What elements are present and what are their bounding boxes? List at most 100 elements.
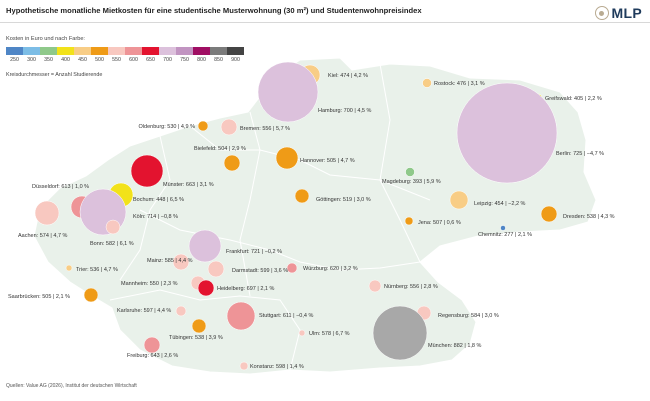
legend-swatch <box>74 47 91 55</box>
city-bubble-bremen <box>220 118 238 136</box>
city-label-karlsruhe: Karlsruhe: 597 | 4,4 % <box>117 308 171 314</box>
city-label-bielefeld: Bielefeld: 504 | 2,9 % <box>194 146 246 152</box>
legend-tick-label: 350 <box>44 57 53 63</box>
legend-swatch <box>159 47 176 55</box>
legend-tick-label: 500 <box>95 57 104 63</box>
legend-swatch <box>125 47 142 55</box>
state-border <box>139 209 421 271</box>
legend-tick-label: 750 <box>180 57 189 63</box>
legend-size-note: Kreisdurchmesser = Anzahl Studierende <box>6 72 103 78</box>
city-label-münchen: München: 882 | 1,8 % <box>428 343 482 349</box>
legend-swatch <box>210 47 227 55</box>
city-bubble-konstanz <box>239 361 249 371</box>
city-bubble-bonn <box>105 219 121 235</box>
city-label-rostock: Rostock: 476 | 3,1 % <box>434 81 485 87</box>
page-title: Hypothetische monatliche Mietkosten für … <box>6 6 422 15</box>
city-bubble-würzburg <box>286 262 298 274</box>
legend-swatch <box>142 47 159 55</box>
legend-tick-label: 250 <box>10 57 19 63</box>
logo-text: MLP <box>611 5 642 21</box>
city-label-greifswald: Greifswald: 405 | 2,2 % <box>545 96 602 102</box>
legend-color-scale <box>6 47 244 55</box>
city-label-darmstadt: Darmstadt: 599 | 3,6 % <box>232 268 288 274</box>
city-bubble-hannover <box>275 146 299 170</box>
city-label-bonn: Bonn: 582 | 6,1 % <box>90 241 134 247</box>
legend-tick-label: 700 <box>163 57 172 63</box>
city-label-jena: Jena: 507 | 0,6 % <box>418 220 461 226</box>
city-label-bochum: Bochum: 448 | 6,5 % <box>133 197 184 203</box>
city-bubble-saarbrücken <box>83 287 99 303</box>
legend-tick-label: 650 <box>146 57 155 63</box>
city-label-köln: Köln: 714 | −0,8 % <box>133 214 178 220</box>
legend-swatch <box>227 47 244 55</box>
city-label-aachen: Aachen: 574 | 4,7 % <box>18 233 68 239</box>
legend-swatch <box>176 47 193 55</box>
city-label-regensburg: Regensburg: 584 | 3,0 % <box>438 313 499 319</box>
city-label-nürnberg: Nürnberg: 556 | 2,8 % <box>384 284 438 290</box>
legend-swatch <box>57 47 74 55</box>
logo-mark-icon <box>594 6 609 20</box>
legend-tick-label: 300 <box>27 57 36 63</box>
city-labels: Kiel: 474 | 4,2 % Rostock: 476 | 3,1 % Gre… <box>8 73 615 370</box>
germany-land <box>33 57 597 375</box>
divider <box>0 22 650 23</box>
city-bubble-tübingen <box>191 318 207 334</box>
city-bubble-nürnberg <box>368 279 382 293</box>
city-label-leipzig: Leipzig: 454 | −2,2 % <box>474 201 526 207</box>
legend-swatch <box>108 47 125 55</box>
logo: MLP <box>594 4 642 22</box>
legend-color-label: Kosten in Euro und nach Farbe: <box>6 36 85 42</box>
city-label-würzburg: Würzburg: 620 | 3,2 % <box>303 266 358 272</box>
city-label-göttingen: Göttingen: 519 | 3,0 % <box>316 197 371 203</box>
city-label-trier: Trier: 536 | 4,7 % <box>76 267 118 273</box>
city-bubble-bielefeld <box>223 154 241 172</box>
city-bubble-stuttgart <box>226 301 256 331</box>
city-bubble-heidelberg <box>197 279 215 297</box>
city-label-heidelberg: Heidelberg: 697 | 2,1 % <box>217 286 274 292</box>
city-label-dresden: Dresden: 538 | 4,3 % <box>563 214 615 220</box>
city-label-bremen: Bremen: 556 | 5,7 % <box>240 126 290 132</box>
city-bubble-aachen <box>34 200 60 226</box>
city-bubble-leipzig <box>449 190 469 210</box>
city-bubble-göttingen <box>294 188 310 204</box>
state-border <box>109 289 301 371</box>
legend-tick-label: 450 <box>78 57 87 63</box>
source-note: Quellen: Value AG (2026), Institut der d… <box>6 383 137 389</box>
legend-swatch <box>6 47 23 55</box>
city-bubble-darmstadt <box>207 260 225 278</box>
city-bubble-magdeburg <box>405 167 415 177</box>
legend-tick-labels: 250 300 350 400 450 500 550 600 650 700 750 800 850 9… <box>6 57 244 63</box>
city-bubble-freiburg <box>143 336 161 354</box>
state-border <box>119 135 171 281</box>
legend-tick-label: 550 <box>112 57 121 63</box>
city-label-ulm: Ulm: 578 | 6,7 % <box>309 331 350 337</box>
city-bubble-jena <box>404 216 414 226</box>
city-label-hannover: Hannover: 505 | 4,7 % <box>300 158 355 164</box>
state-border <box>239 111 261 297</box>
city-label-freiburg: Freiburg: 643 | 2,6 % <box>127 353 178 359</box>
germany-outline <box>33 57 597 375</box>
city-bubble-oldenburg <box>197 120 209 132</box>
city-label-oldenburg: Oldenburg: 530 | 4,9 % <box>139 124 196 130</box>
city-bubble-mainz <box>172 253 190 271</box>
state-border <box>379 63 421 263</box>
legend-tick-label: 800 <box>197 57 206 63</box>
city-label-saarbrücken: Saarbrücken: 505 | 2,1 % <box>8 294 70 300</box>
city-label-konstanz: Konstanz: 598 | 1,4 % <box>250 364 304 370</box>
city-label-kiel: Kiel: 474 | 4,2 % <box>328 73 368 79</box>
legend-tick-label: 600 <box>129 57 138 63</box>
legend-swatch <box>193 47 210 55</box>
city-bubble-hamburg <box>257 61 319 123</box>
city-bubble-rostock <box>422 78 432 88</box>
city-label-stuttgart: Stuttgart: 611 | −0,4 % <box>259 313 313 319</box>
city-bubble-berlin <box>456 82 558 184</box>
city-bubble-dresden <box>540 205 558 223</box>
city-bubble-ulm <box>298 329 306 337</box>
city-label-mannheim: Mannheim: 550 | 2,3 % <box>121 281 178 287</box>
legend-tick-label: 400 <box>61 57 70 63</box>
city-bubble-chemnitz <box>500 225 506 231</box>
legend-tick-label: 850 <box>214 57 223 63</box>
city-bubble-karlsruhe <box>175 305 187 317</box>
